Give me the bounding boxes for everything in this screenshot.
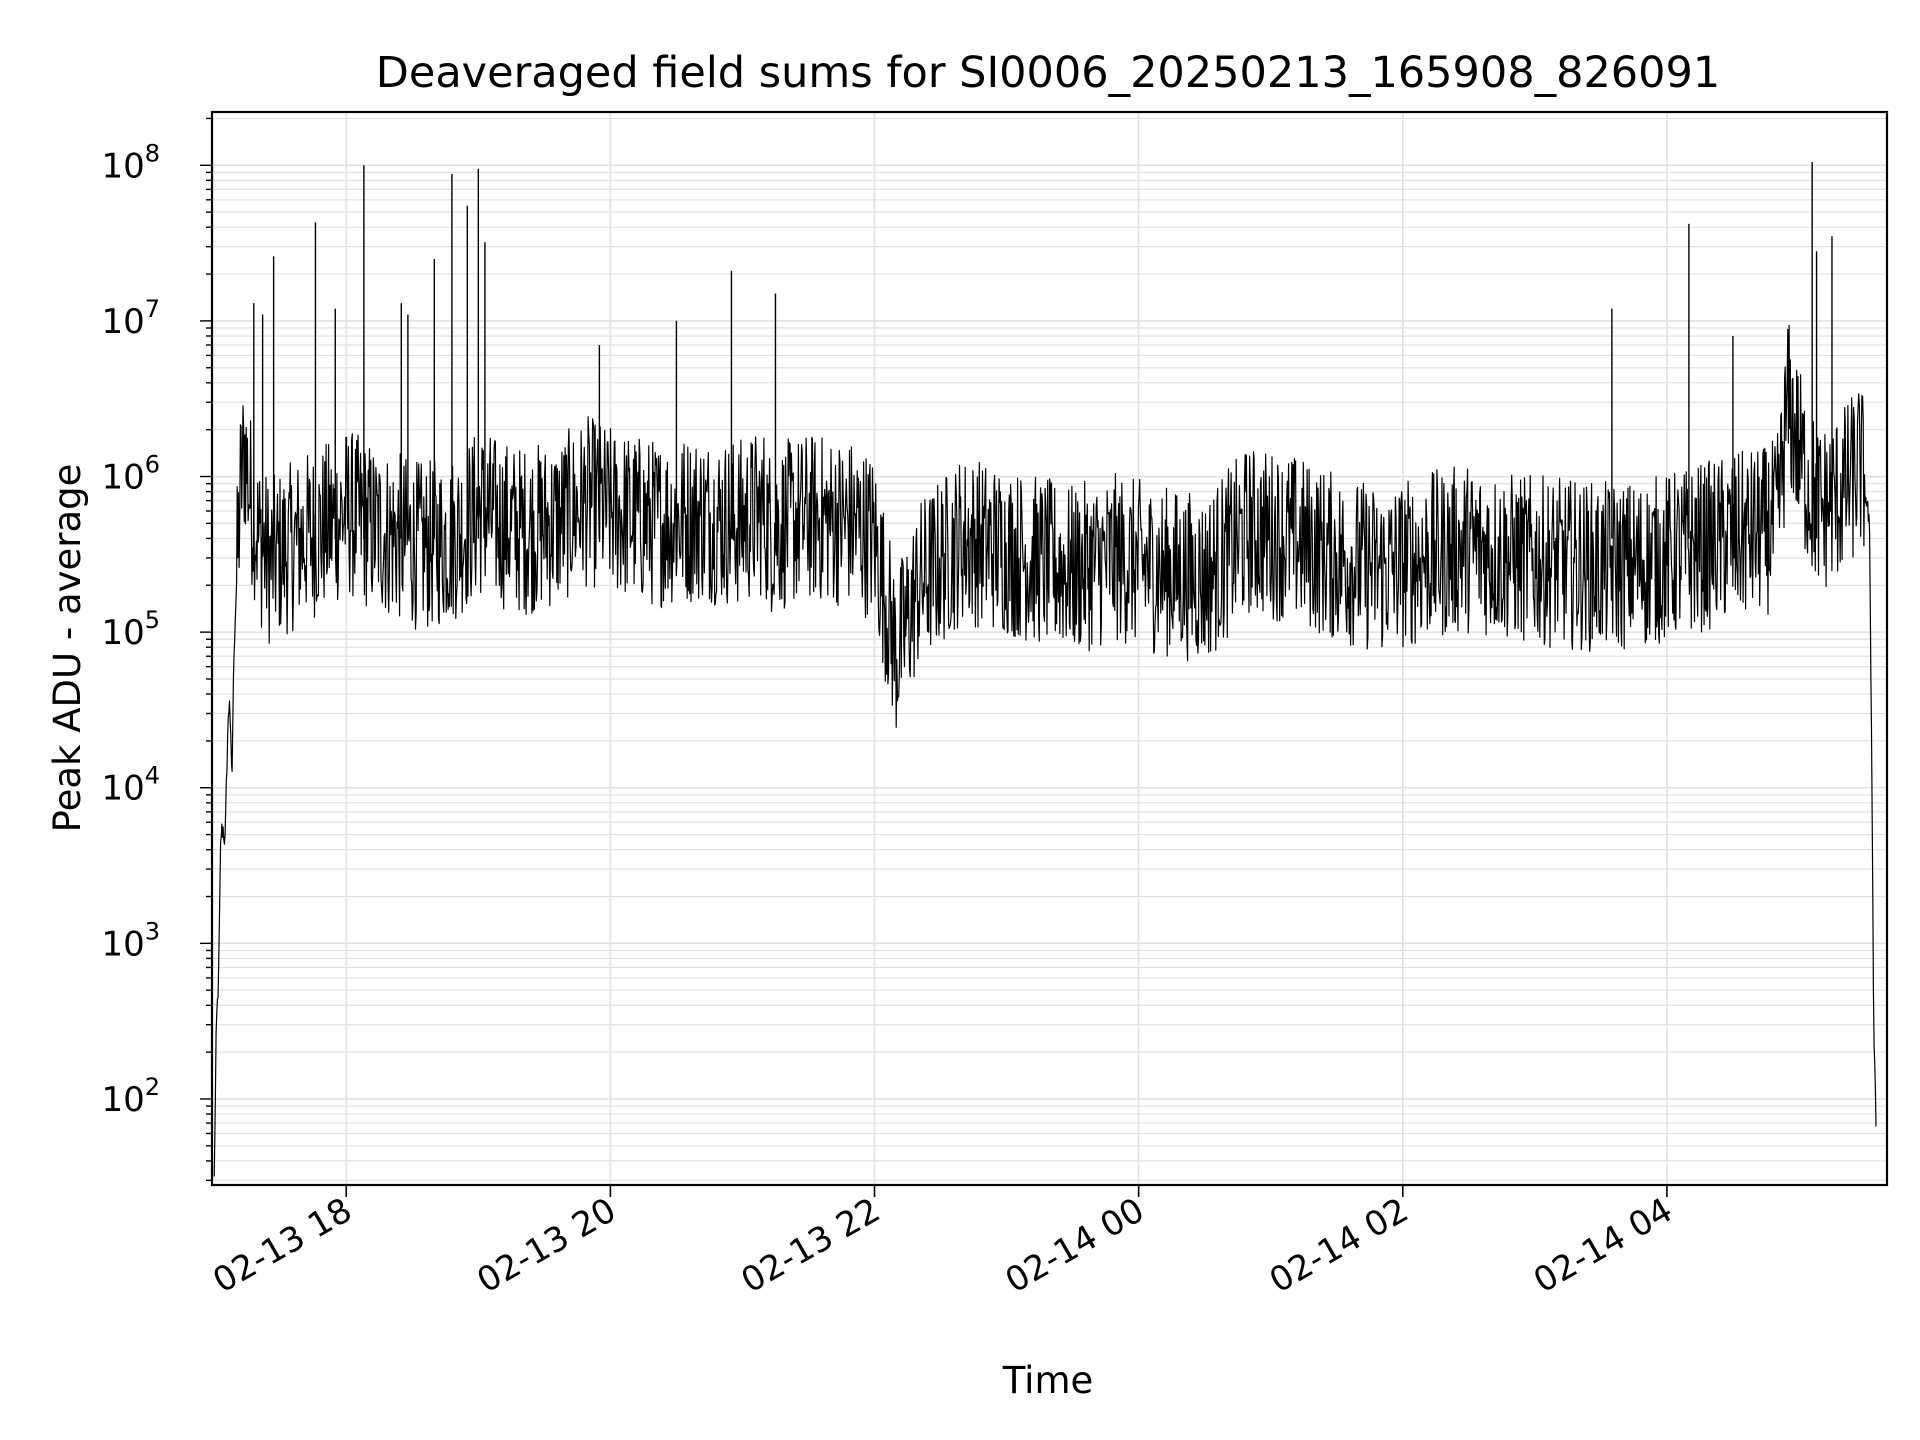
y-tick-label: 106 (101, 451, 160, 498)
y-tick-label: 102 (101, 1073, 160, 1120)
plot-series (213, 161, 1877, 1177)
y-tick-label: 107 (101, 295, 160, 342)
x-axis-label: Time (1002, 1359, 1094, 1402)
y-tick-label: 108 (101, 139, 160, 186)
chart-title: Deaveraged field sums for SI0006_2025021… (376, 48, 1721, 98)
y-tick-label: 103 (101, 917, 160, 964)
y-tick-label: 104 (101, 762, 160, 809)
series-line (213, 324, 1877, 1177)
y-tick-label: 105 (101, 606, 160, 653)
plot-frame (210, 110, 1889, 1187)
y-axis-label: Peak ADU - average (46, 464, 89, 833)
